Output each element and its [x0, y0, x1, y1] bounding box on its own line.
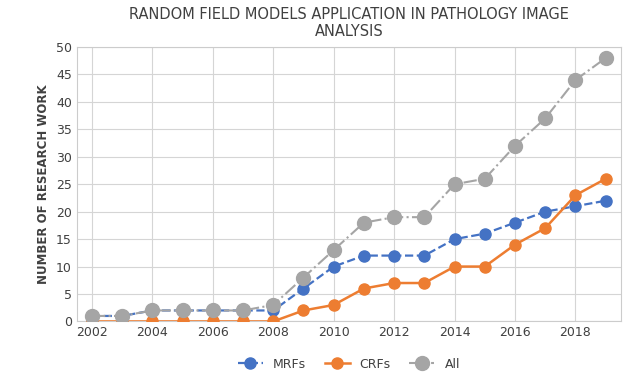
All: [300, 275, 307, 280]
MRFs: [269, 308, 277, 313]
CRFs: [179, 319, 186, 324]
CRFs: [330, 303, 337, 307]
All: [88, 314, 96, 318]
All: [420, 215, 428, 220]
MRFs: [451, 237, 458, 241]
MRFs: [420, 253, 428, 258]
MRFs: [481, 231, 489, 236]
All: [209, 308, 217, 313]
All: [511, 143, 519, 148]
All: [360, 220, 368, 225]
MRFs: [88, 314, 96, 318]
All: [269, 303, 277, 307]
CRFs: [451, 264, 458, 269]
All: [572, 78, 579, 82]
MRFs: [300, 286, 307, 291]
MRFs: [602, 198, 609, 203]
MRFs: [572, 204, 579, 209]
All: [541, 116, 549, 121]
CRFs: [572, 193, 579, 198]
MRFs: [511, 220, 519, 225]
CRFs: [148, 319, 156, 324]
MRFs: [541, 209, 549, 214]
CRFs: [209, 319, 217, 324]
MRFs: [239, 308, 247, 313]
MRFs: [209, 308, 217, 313]
MRFs: [179, 308, 186, 313]
All: [118, 314, 126, 318]
CRFs: [118, 319, 126, 324]
MRFs: [330, 264, 337, 269]
All: [239, 308, 247, 313]
CRFs: [602, 176, 609, 181]
CRFs: [511, 242, 519, 247]
Line: All: All: [85, 51, 612, 323]
All: [390, 215, 398, 220]
All: [602, 56, 609, 60]
Line: CRFs: CRFs: [86, 173, 611, 327]
All: [330, 248, 337, 252]
Title: RANDOM FIELD MODELS APPLICATION IN PATHOLOGY IMAGE
ANALYSIS: RANDOM FIELD MODELS APPLICATION IN PATHO…: [129, 7, 569, 39]
All: [148, 308, 156, 313]
Legend: MRFs, CRFs, All: MRFs, CRFs, All: [233, 352, 465, 376]
CRFs: [269, 319, 277, 324]
All: [481, 176, 489, 181]
MRFs: [148, 308, 156, 313]
CRFs: [541, 226, 549, 230]
CRFs: [300, 308, 307, 313]
CRFs: [88, 319, 96, 324]
CRFs: [481, 264, 489, 269]
CRFs: [390, 281, 398, 285]
MRFs: [360, 253, 368, 258]
All: [179, 308, 186, 313]
CRFs: [360, 286, 368, 291]
All: [451, 182, 458, 187]
Line: MRFs: MRFs: [86, 195, 611, 321]
MRFs: [118, 314, 126, 318]
Y-axis label: NUMBER OF RESEARCH WORK: NUMBER OF RESEARCH WORK: [37, 84, 51, 284]
MRFs: [390, 253, 398, 258]
CRFs: [239, 319, 247, 324]
CRFs: [420, 281, 428, 285]
